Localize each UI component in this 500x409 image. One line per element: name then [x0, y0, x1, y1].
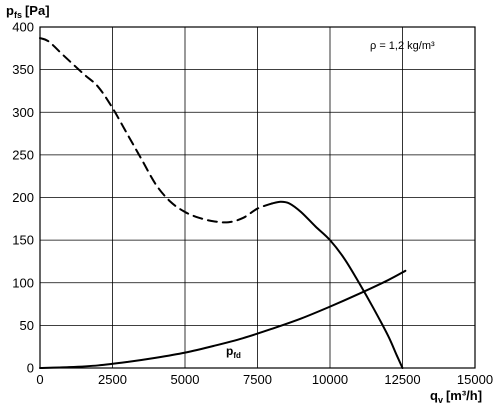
static-pressure-curve-dashed — [40, 38, 272, 222]
x-tick-label: 0 — [36, 372, 43, 387]
series-layer — [40, 38, 405, 368]
y-tick-label: 400 — [12, 20, 34, 35]
x-tick-label: 15000 — [457, 372, 493, 387]
x-tick-label: 7500 — [243, 372, 272, 387]
x-axis-label-main: q — [430, 388, 438, 403]
pfd-curve-label-main: p — [226, 344, 233, 358]
grid-lines — [40, 27, 475, 368]
y-tick-label: 200 — [12, 190, 34, 205]
y-tick-label: 300 — [12, 105, 34, 120]
x-axis-label-sub: v — [438, 395, 443, 405]
y-tick-label: 250 — [12, 147, 34, 162]
y-tick-label: 100 — [12, 275, 34, 290]
y-axis-label-unit: [Pa] — [25, 3, 50, 18]
x-tick-labels: 0 2500 5000 7500 10000 12500 15000 — [36, 372, 493, 387]
x-axis-label-unit: [m³/h] — [446, 388, 482, 403]
y-axis-label: pfs [Pa] — [6, 3, 50, 20]
y-tick-label: 0 — [27, 361, 34, 376]
pfd-curve-label-sub: fd — [233, 351, 241, 360]
pfd-curve-label: pfd — [226, 344, 241, 360]
y-tick-labels: 0 50 100 150 200 250 300 350 400 — [12, 20, 34, 376]
x-tick-label: 12500 — [384, 372, 420, 387]
y-tick-label: 350 — [12, 62, 34, 77]
density-annotation: ρ = 1,2 kg/m³ — [370, 40, 435, 52]
static-pressure-curve-solid — [272, 202, 403, 368]
x-axis-label: qv [m³/h] — [430, 388, 482, 405]
y-axis-label-main: p — [6, 3, 14, 18]
dynamic-pressure-curve — [40, 271, 405, 368]
y-tick-label: 150 — [12, 233, 34, 248]
x-tick-label: 5000 — [171, 372, 200, 387]
x-tick-label: 2500 — [98, 372, 127, 387]
x-tick-label: 10000 — [312, 372, 348, 387]
y-tick-label: 50 — [20, 318, 34, 333]
y-axis-label-sub: fs — [14, 10, 22, 20]
